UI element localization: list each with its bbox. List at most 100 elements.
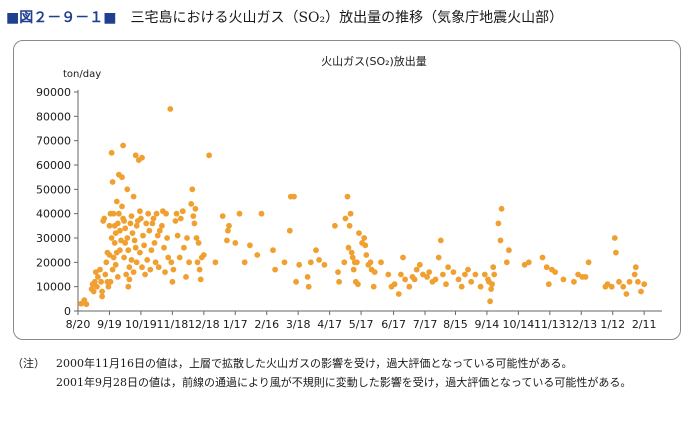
data-point [344,193,351,200]
data-point [296,261,303,268]
data-point [489,281,495,288]
data-point [503,259,510,266]
data-point [611,235,618,241]
data-point [498,205,505,212]
data-point [105,283,112,290]
data-point [140,232,146,239]
data-point [426,269,433,275]
data-point [313,247,319,254]
data-point [95,274,101,280]
data-point [148,247,155,254]
data-point [560,276,567,283]
data-point [156,227,163,234]
data-point [321,261,328,268]
data-point [497,237,504,244]
data-point [130,269,137,275]
data-point [125,247,132,254]
data-point [154,232,161,239]
data-point [155,264,162,271]
data-point [616,278,622,285]
y-tick-label: 30000 [36,232,71,245]
chart-axes [77,90,662,312]
y-axis-unit-label: ton/day [63,69,101,80]
data-point [128,257,135,263]
data-point [305,283,312,290]
data-point [270,247,276,254]
data-point [406,283,413,290]
data-point [137,208,143,215]
y-tick-label: 80000 [36,110,71,123]
data-point [371,269,378,275]
data-point [626,278,633,285]
y-tick-label: 20000 [36,256,71,269]
data-point [176,254,183,261]
data-point [103,259,110,266]
data-point [116,210,122,217]
x-tick-label: 8/15 [443,318,468,331]
data-point [169,278,176,285]
data-point [173,210,180,217]
data-point [200,252,207,258]
data-point [395,291,402,297]
data-point [443,281,449,288]
data-point [367,259,374,266]
data-point [132,152,139,159]
data-point [189,186,196,193]
data-point [495,220,502,227]
data-point [138,215,144,222]
data-point [121,218,127,224]
data-point [119,203,125,210]
data-point [613,249,619,256]
data-point [190,213,197,220]
data-point [361,235,368,241]
data-point [391,281,398,288]
data-point [141,242,147,249]
data-point [112,230,119,237]
data-point [114,220,121,227]
data-point [281,259,288,266]
x-tick-label: 4/17 [317,318,342,331]
data-point [582,274,589,280]
data-point [350,266,357,273]
note-text-2: 2001年9月28日の値は，前線の通過により風が不規則に変動した影響を受け，過大… [56,376,632,389]
data-point [83,301,90,308]
data-point [139,264,145,271]
data-point [106,222,113,229]
data-point [291,193,297,200]
data-point [400,254,406,261]
data-point [91,278,98,285]
data-point [192,205,199,212]
data-point [163,210,170,217]
data-point [632,264,639,271]
chart-title: 火山ガス(SO₂)放出量 [321,54,427,68]
x-tick-label: 1/12 [600,318,625,331]
data-point [110,254,117,261]
data-point [112,261,119,268]
data-point [92,269,99,275]
x-tick-label: 9/19 [97,318,122,331]
data-point [608,283,615,290]
x-tick-label: 2/16 [254,318,279,331]
data-point [124,186,131,193]
data-point [162,269,168,275]
data-point [437,237,444,244]
data-point [336,278,342,285]
data-point [236,210,243,217]
data-point [195,240,202,246]
data-point [184,235,190,241]
x-axis-ticks: 8/20 9/19 10/19 11/18 12/18 1/17 2/16 3/18 4/17 5… [66,311,657,331]
data-point [111,240,118,246]
x-tick-label: 1/17 [223,318,248,331]
data-point [126,276,133,283]
data-point [341,259,348,266]
data-point [153,210,160,217]
data-point [197,276,204,283]
figure-title: 三宅島における火山ガス（SO₂）放出量の推移（気象庁地震火山部） [130,10,564,26]
data-point [99,293,105,300]
data-point [119,174,125,181]
data-point [109,179,116,185]
data-point [122,240,129,246]
data-point [108,235,115,241]
data-point [123,271,130,278]
x-tick-label: 12/13 [565,318,597,331]
